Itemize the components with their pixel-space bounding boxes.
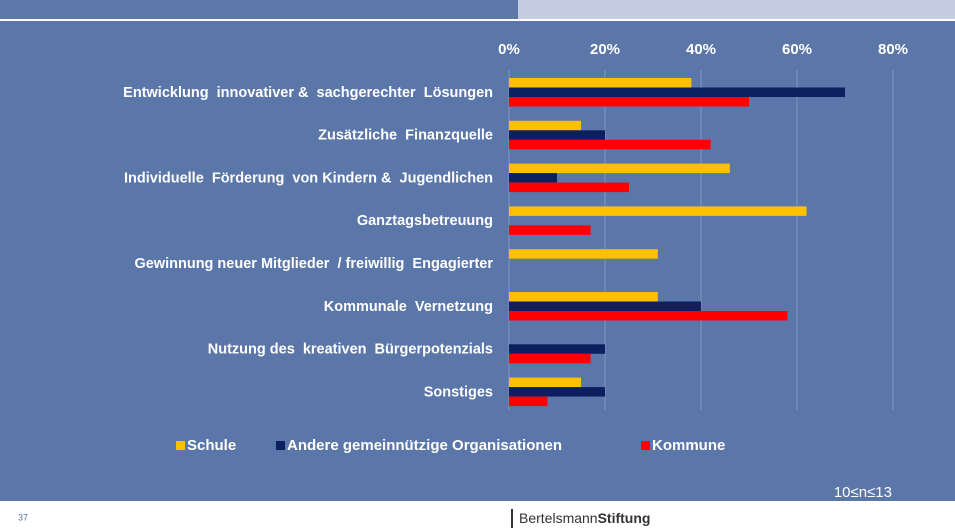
x-tick-label: 0% [498,41,520,58]
bar [509,377,581,388]
legend-swatch [641,441,650,450]
top-strip-left [0,0,518,19]
legend-label: Kommune [652,437,725,454]
bar [509,173,557,183]
note: 10≤n≤13 [834,484,892,501]
x-tick-label: 40% [686,41,716,58]
panel [0,21,955,501]
legend-label: Andere gemeinnützige Organisationen [287,437,562,454]
category-label: Nutzung des kreativen Bürgerpotenzials [208,342,493,358]
legend-label: Schule [187,437,236,454]
bar [509,120,581,131]
brand: BertelsmannStiftung [519,510,650,526]
page-number: 37 [18,512,28,522]
top-strip-right [518,0,955,19]
legend-swatch [276,441,285,450]
x-tick-label: 60% [782,41,812,58]
bar [509,163,730,174]
bar [509,344,605,354]
bar [509,206,807,216]
bar [509,78,692,88]
bar [509,353,591,364]
category-label: Individuelle Förderung von Kindern & Jug… [124,170,493,186]
bar [509,311,788,321]
category-label: Entwicklung innovativer & sachgerechter … [123,85,493,101]
category-label: Gewinnung neuer Mitglieder / freiwillig … [134,256,493,272]
plot: 0% 20% 40% 60% 80% Entwicklung innovativer & … [123,41,908,454]
x-tick-label: 20% [590,41,620,58]
bar [509,301,701,311]
x-tick-label: 80% [878,41,908,58]
bar [509,249,658,259]
bar [509,130,605,140]
brand-second: Stiftung [598,510,651,526]
bar [509,225,591,235]
bar [509,396,548,407]
brand-first: Bertelsmann [519,510,598,526]
bar [509,139,711,150]
bar [509,97,749,107]
bar [509,387,605,397]
category-label: Ganztagsbetreuung [357,213,493,229]
bar [509,87,845,97]
category-label: Kommunale Vernetzung [324,299,493,315]
legend-swatch [176,441,185,450]
category-label: Zusätzliche Finanzquelle [318,128,493,144]
bar [509,292,658,302]
category-label: Sonstiges [424,384,493,400]
bar [509,182,629,193]
